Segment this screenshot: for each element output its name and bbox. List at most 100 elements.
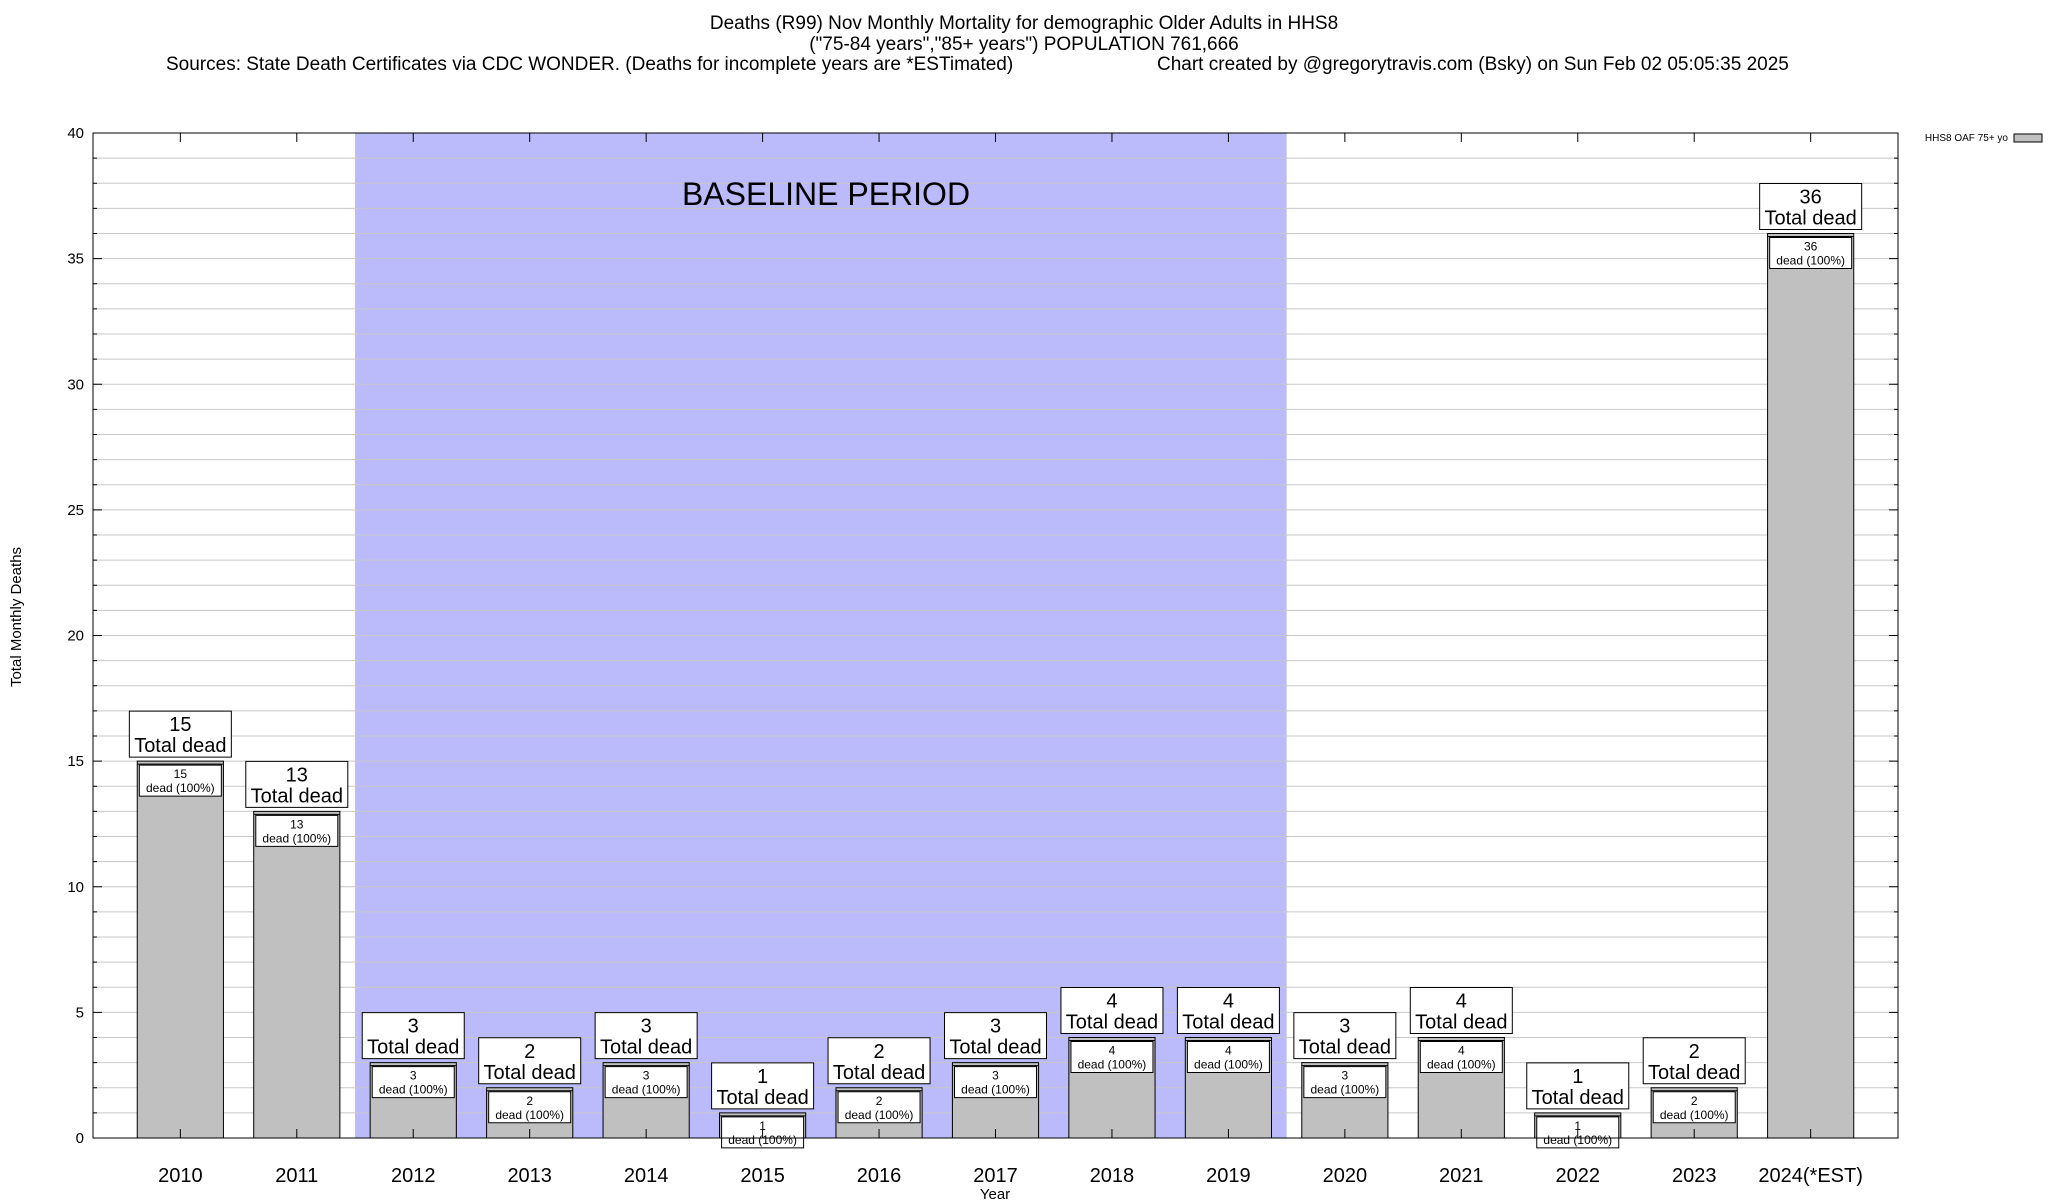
x-tick-label: 2010	[158, 1165, 203, 1187]
total-label-value: 2	[873, 1041, 884, 1063]
inner-label-box	[1186, 1041, 1270, 1073]
total-label-box	[594, 1012, 698, 1060]
y-tick-label: 20	[67, 628, 84, 645]
total-label-value: 1	[1572, 1066, 1583, 1088]
total-label-text: Total dead	[1532, 1087, 1624, 1109]
inner-label-value: 13	[290, 817, 304, 831]
total-label-text: Total dead	[1415, 1012, 1507, 1034]
total-label-text: Total dead	[600, 1037, 692, 1059]
inner-label-value: 2	[1691, 1094, 1698, 1108]
inner-label-box	[837, 1091, 921, 1124]
x-tick-label: 2021	[1439, 1165, 1484, 1187]
total-label-text: Total dead	[716, 1087, 808, 1109]
x-tick-label: 2012	[391, 1165, 436, 1187]
total-label-text: Total dead	[484, 1062, 576, 1084]
total-label-box	[1176, 987, 1280, 1034]
total-label-text: Total dead	[949, 1037, 1041, 1059]
inner-label-box	[1419, 1041, 1503, 1073]
total-label-text: Total dead	[1066, 1012, 1158, 1034]
x-tick-label: 2016	[857, 1165, 902, 1187]
inner-label-value: 2	[526, 1094, 533, 1108]
inner-label-text: dead (100%)	[1194, 1058, 1263, 1072]
inner-label-box	[1652, 1091, 1736, 1124]
x-tick-label: 2022	[1556, 1165, 1601, 1187]
inner-label-text: dead (100%)	[1427, 1058, 1496, 1072]
x-axis-label: Year	[980, 1186, 1010, 1200]
total-label-value: 3	[408, 1016, 419, 1038]
inner-label-value: 36	[1804, 240, 1818, 254]
inner-label-value: 2	[876, 1094, 883, 1108]
inner-label-text: dead (100%)	[612, 1083, 681, 1097]
inner-label-text: dead (100%)	[1543, 1133, 1612, 1147]
inner-label-text: dead (100%)	[1660, 1108, 1729, 1122]
total-label-value: 3	[641, 1016, 652, 1038]
inner-label-value: 1	[759, 1119, 766, 1133]
inner-label-value: 4	[1225, 1044, 1232, 1058]
x-tick-label: 2011	[275, 1165, 318, 1187]
x-tick-label: 2020	[1323, 1165, 1368, 1187]
total-label-box	[1759, 183, 1863, 230]
y-axis-label: Total Monthly Deaths	[8, 547, 25, 687]
total-label-value: 4	[1106, 991, 1117, 1013]
total-label-box	[711, 1062, 815, 1110]
x-tick-label: 2014	[624, 1165, 669, 1187]
total-label-box	[245, 760, 349, 808]
total-label-text: Total dead	[251, 785, 343, 807]
total-label-text: Total dead	[134, 735, 226, 757]
x-tick-label: 2015	[740, 1165, 785, 1187]
inner-label-text: dead (100%)	[728, 1133, 797, 1147]
x-tick-label: 2013	[507, 1165, 552, 1187]
axes-layer: 0 5 10 15 20 25 30 35 40 2010 2011 2012 2013 2014 2015…	[67, 125, 1899, 1187]
total-label-value: 2	[524, 1041, 535, 1063]
inner-label-box	[1769, 237, 1853, 269]
total-label-value: 1	[757, 1066, 768, 1088]
total-label-text: Total dead	[1182, 1012, 1274, 1034]
total-label-box	[827, 1037, 931, 1085]
total-label-box	[1060, 987, 1164, 1034]
inner-label-box	[1070, 1041, 1154, 1073]
total-label-value: 36	[1800, 187, 1822, 209]
inner-label-box	[488, 1091, 572, 1124]
inner-label-value: 3	[643, 1069, 650, 1083]
total-label-box	[1409, 987, 1513, 1034]
total-label-value: 4	[1456, 991, 1467, 1013]
inner-label-text: dead (100%)	[1078, 1058, 1147, 1072]
chart-sources-note: Sources: State Death Certificates via CD…	[166, 54, 1014, 75]
chart-title-line2: ("75-84 years","85+ years") POPULATION 7…	[809, 34, 1239, 55]
inner-label-value: 1	[1574, 1119, 1581, 1133]
bar	[136, 760, 224, 1139]
inner-label-box	[954, 1066, 1037, 1099]
y-tick-label: 30	[67, 376, 84, 393]
y-tick-label: 35	[67, 251, 84, 268]
baseline-period-label: BASELINE PERIOD	[682, 176, 970, 212]
total-label-box	[944, 1012, 1047, 1060]
grid-layer	[93, 132, 1898, 1139]
inner-label-box	[604, 1066, 688, 1099]
total-label-value: 13	[286, 764, 308, 786]
x-tick-label: 2018	[1090, 1165, 1135, 1187]
total-label-value: 2	[1689, 1041, 1700, 1063]
inner-label-value: 3	[410, 1069, 417, 1083]
total-label-value: 3	[1339, 1016, 1350, 1038]
total-label-value: 3	[990, 1016, 1001, 1038]
x-tick-label: 2017	[973, 1165, 1018, 1187]
total-label-text: Total dead	[1299, 1037, 1391, 1059]
inner-label-box	[371, 1066, 455, 1099]
legend-swatch	[2013, 133, 2043, 143]
inner-label-value: 4	[1458, 1044, 1465, 1058]
inner-label-box	[138, 764, 222, 797]
chart-credit-note: Chart created by @gregorytravis.com (Bsk…	[1157, 54, 1789, 75]
inner-label-text: dead (100%)	[1310, 1083, 1379, 1097]
inner-label-text: dead (100%)	[379, 1083, 448, 1097]
inner-label-value: 15	[174, 767, 188, 781]
total-label-box	[1642, 1037, 1746, 1085]
inner-label-text: dead (100%)	[845, 1108, 914, 1122]
inner-label-box	[255, 814, 339, 847]
inner-label-value: 4	[1109, 1044, 1116, 1058]
total-label-box	[478, 1037, 582, 1085]
total-label-text: Total dead	[1765, 208, 1857, 230]
y-tick-label: 40	[67, 125, 84, 142]
y-tick-label: 5	[76, 1004, 84, 1021]
